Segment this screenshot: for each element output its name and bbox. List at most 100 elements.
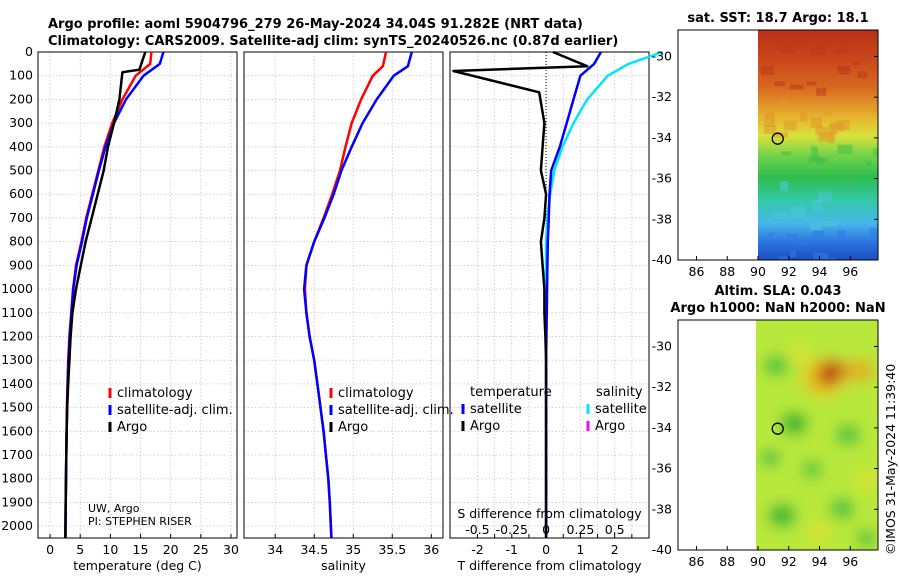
map-title: Argo h1000: NaN h2000: NaN — [670, 301, 885, 316]
y-tick-label: 500 — [9, 163, 33, 178]
sla-blob — [790, 346, 810, 363]
map-title: Altim. SLA: 0.043 — [715, 284, 842, 299]
x-tick-label: 34 — [267, 542, 283, 557]
sst-cell — [872, 104, 878, 113]
y-tick-label: 1400 — [1, 376, 33, 391]
x-tick-label: 86 — [689, 264, 705, 279]
x-tick-label: 10 — [102, 542, 118, 557]
sst-cell — [836, 120, 850, 131]
x-tick-label: 35.5 — [378, 542, 406, 557]
y-tick-label: 800 — [9, 234, 33, 249]
x-tick-label: 88 — [719, 264, 735, 279]
axes-box — [677, 319, 879, 551]
sst-cell — [812, 157, 828, 163]
x-tick-label: 86 — [689, 554, 705, 569]
sla-blob — [760, 449, 780, 467]
y-tick-label: -32 — [652, 379, 672, 394]
footnote-line2: PI: STEPHEN RISER — [88, 515, 192, 528]
x-tick-label: 0 — [46, 542, 54, 557]
y-tick-label: 1900 — [1, 494, 33, 509]
legend-entry: satellite — [595, 402, 647, 417]
y-tick-label: 1000 — [1, 281, 33, 296]
x-tick-label: 96 — [842, 554, 858, 569]
y-tick-label: 300 — [9, 115, 33, 130]
sst-cell — [813, 252, 828, 260]
x-tick-label: 25 — [193, 542, 209, 557]
sst-cell — [760, 65, 774, 76]
sst-cell — [844, 177, 853, 184]
sst-cell — [822, 221, 837, 227]
sst-cell — [818, 132, 834, 142]
x-tick-label: -2 — [471, 542, 483, 557]
legend-entry: satellite — [470, 402, 522, 417]
panel-sla_map: Altim. SLA: 0.043 Argo h1000: NaN h2000: … — [652, 284, 886, 569]
sla-blob — [768, 503, 796, 528]
x-tick-label: 0 — [542, 542, 550, 557]
sst-cell — [837, 65, 850, 71]
x-tick-label: 96 — [842, 264, 858, 279]
series-satellite-line — [302, 51, 414, 539]
panel-sst_map: sat. SST: 18.7 Argo: 18.1 86 88 90 92 94 96 -30… — [652, 11, 879, 279]
sst-cell — [823, 257, 836, 260]
x-tick-label: 2 — [611, 542, 619, 557]
sst-cell — [837, 230, 846, 241]
y-tick-label: 1100 — [1, 305, 33, 320]
y-tick-label: -34 — [652, 420, 672, 435]
legend-title: salinity — [596, 385, 643, 400]
sst-cell — [832, 49, 843, 55]
y-tick-label: -38 — [652, 501, 672, 516]
sst-field — [758, 30, 878, 260]
sst-cell — [778, 38, 786, 43]
sst-cell — [779, 41, 795, 54]
sst-cell — [780, 181, 789, 192]
x-tick-label: 1 — [576, 542, 584, 557]
x-tick-label: 92 — [781, 264, 797, 279]
timestamp-stamp: ©IMOS 31-May-2024 11:39:40 — [883, 364, 898, 555]
sst-cell — [764, 114, 775, 127]
sst-cell — [873, 148, 878, 156]
legend-entry: climatology — [117, 386, 193, 401]
x-axis-label: salinity — [321, 558, 366, 573]
x-tick-label: 30 — [223, 542, 239, 557]
legend-title: temperature — [470, 385, 552, 400]
sst-cell — [797, 36, 805, 47]
x-tick-label: 5 — [76, 542, 84, 557]
y-tick-label: -36 — [652, 461, 672, 476]
x-tick-label: 34.5 — [300, 542, 328, 557]
figure-title-line2: Climatology: CARS2009. Satellite-adj cli… — [48, 34, 618, 49]
sla-blob — [846, 358, 874, 383]
sst-cell — [824, 35, 834, 43]
sst-cell — [786, 233, 798, 240]
sla-blob — [856, 472, 876, 490]
sst-cell — [790, 249, 797, 257]
legend-entry: climatology — [338, 386, 414, 401]
legend-entry: satellite-adj. clim. — [117, 403, 233, 418]
legend-entry: Argo — [338, 420, 368, 435]
sst-cell — [810, 116, 823, 129]
sla-blob — [764, 355, 788, 377]
y-tick-label: -30 — [652, 338, 672, 353]
map-field — [758, 30, 878, 260]
series-climatology-line — [303, 51, 388, 539]
sst-cell — [837, 144, 853, 155]
y-tick-label: -34 — [652, 130, 672, 145]
series-argo-line — [64, 51, 147, 539]
y-tick-label: -38 — [652, 211, 672, 226]
legend-entry: Argo — [595, 419, 625, 434]
sst-cell — [780, 99, 787, 109]
sst-cell — [857, 71, 868, 79]
x-tick-label: 92 — [781, 554, 797, 569]
x-tick-label: 15 — [133, 542, 149, 557]
x-tick-label: 94 — [812, 554, 828, 569]
y-tick-label: -32 — [652, 89, 672, 104]
x-tick-label: 36 — [423, 542, 439, 557]
series-temperature-argo-line — [452, 50, 589, 538]
y-tick-label: -40 — [652, 542, 672, 557]
sst-cell — [794, 238, 807, 246]
axes-box — [243, 51, 444, 539]
sst-cell — [783, 120, 797, 131]
sst-cell — [811, 146, 818, 158]
sla-blob — [802, 461, 822, 478]
sla-blob — [818, 369, 837, 386]
